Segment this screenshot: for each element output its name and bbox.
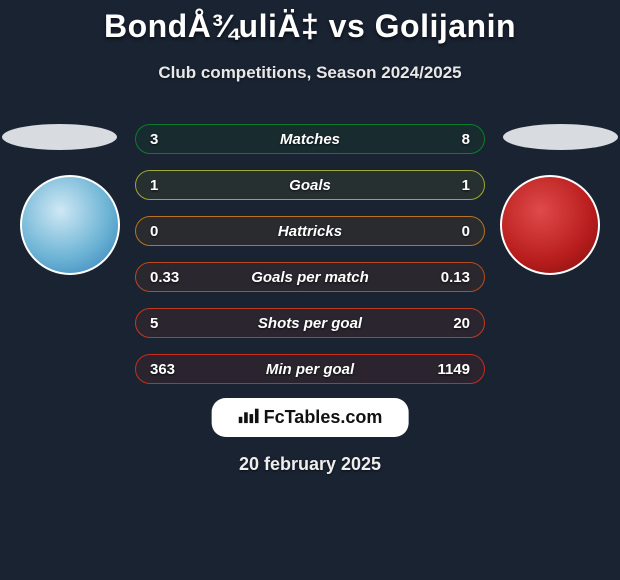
- stats-panel: 3Matches8 1Goals1 0Hattricks0 0.33Goals per…: [135, 124, 485, 400]
- stat-value-right: 8: [462, 131, 470, 148]
- team-logo-right: [500, 175, 600, 275]
- stat-row: 1Goals1: [135, 170, 485, 200]
- subtitle: Club competitions, Season 2024/2025: [0, 63, 620, 83]
- shadow-ellipse-left: [2, 124, 117, 150]
- branding-badge[interactable]: FcTables.com: [212, 398, 409, 437]
- stat-value-left: 363: [150, 361, 175, 378]
- stat-value-left: 1: [150, 177, 158, 194]
- branding-text: FcTables.com: [264, 407, 383, 428]
- stat-value-right: 0.13: [441, 269, 470, 286]
- team-logo-left: [20, 175, 120, 275]
- stat-value-right: 1149: [437, 361, 470, 378]
- stat-value-left: 5: [150, 315, 158, 332]
- page-title: BondÅ¾uliÄ‡ vs Golijanin: [0, 0, 620, 45]
- stat-label: Goals per match: [136, 269, 484, 286]
- stat-value-left: 0.33: [150, 269, 179, 286]
- stat-row: 0.33Goals per match0.13: [135, 262, 485, 292]
- stat-label: Shots per goal: [136, 315, 484, 332]
- stat-row: 0Hattricks0: [135, 216, 485, 246]
- stat-value-left: 0: [150, 223, 158, 240]
- stat-value-right: 0: [462, 223, 470, 240]
- stat-row: 5Shots per goal20: [135, 308, 485, 338]
- stat-value-right: 20: [453, 315, 470, 332]
- chart-icon: [238, 406, 260, 429]
- shadow-ellipse-right: [503, 124, 618, 150]
- stat-label: Min per goal: [136, 361, 484, 378]
- stat-row: 3Matches8: [135, 124, 485, 154]
- stat-label: Hattricks: [136, 223, 484, 240]
- stat-value-right: 1: [462, 177, 470, 194]
- stat-row: 363Min per goal1149: [135, 354, 485, 384]
- date-text: 20 february 2025: [0, 454, 620, 475]
- stat-label: Matches: [136, 131, 484, 148]
- stat-label: Goals: [136, 177, 484, 194]
- stat-value-left: 3: [150, 131, 158, 148]
